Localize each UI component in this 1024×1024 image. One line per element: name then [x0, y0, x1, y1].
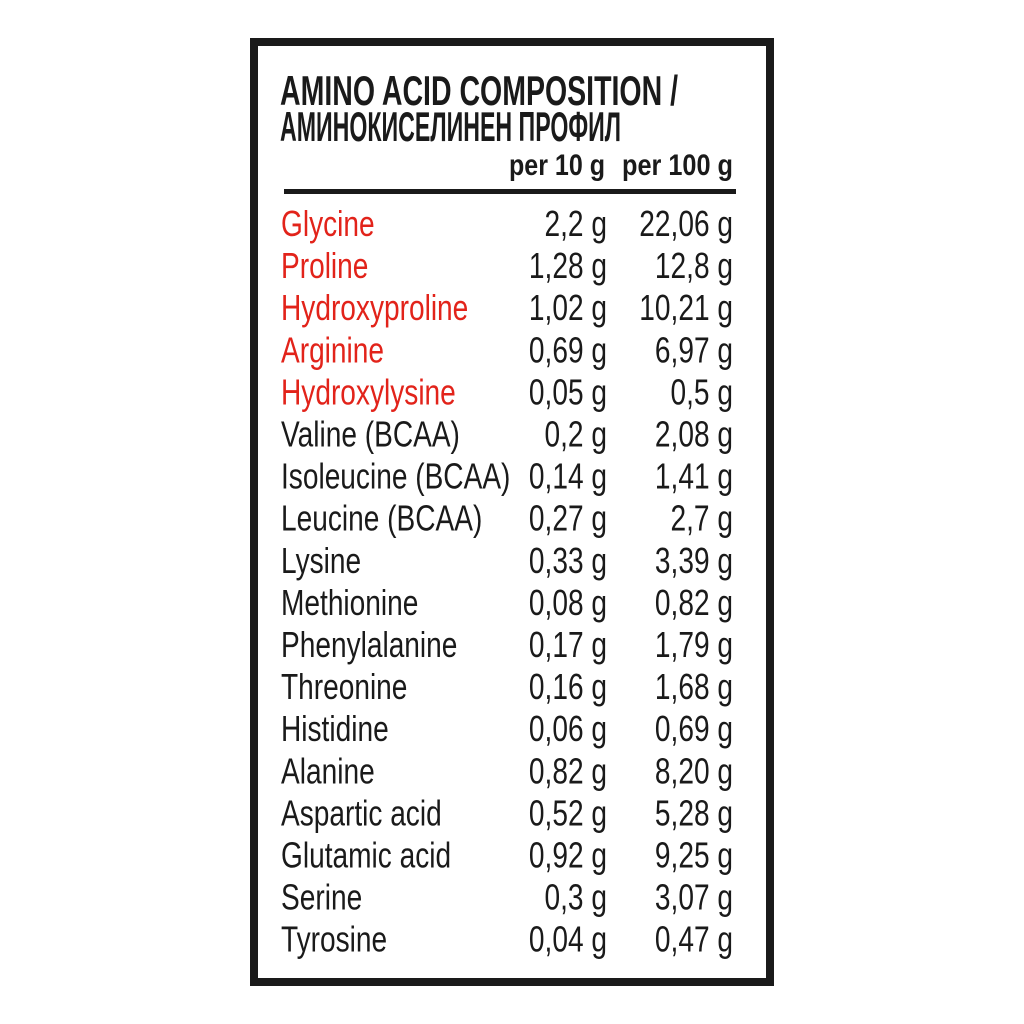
svg-text:Alanine: Alanine — [281, 750, 375, 791]
svg-text:0,92 g: 0,92 g — [529, 835, 607, 876]
svg-text:8,20 g: 8,20 g — [655, 750, 733, 791]
svg-text:1,79 g: 1,79 g — [655, 624, 733, 665]
svg-text:Hydroxylysine: Hydroxylysine — [281, 371, 456, 412]
svg-text:1,41 g: 1,41 g — [655, 456, 733, 497]
svg-text:5,28 g: 5,28 g — [655, 792, 733, 833]
svg-text:2,2 g: 2,2 g — [545, 203, 608, 244]
svg-text:0,52 g: 0,52 g — [529, 792, 607, 833]
svg-text:1,28 g: 1,28 g — [529, 245, 607, 286]
svg-text:0,82 g: 0,82 g — [655, 582, 733, 623]
svg-text:0,5 g: 0,5 g — [671, 371, 734, 412]
svg-text:1,02 g: 1,02 g — [529, 287, 607, 328]
svg-text:Tyrosine: Tyrosine — [281, 919, 387, 960]
svg-text:Methionine: Methionine — [281, 582, 418, 623]
svg-text:Arginine: Arginine — [281, 329, 384, 370]
svg-text:Lysine: Lysine — [281, 540, 361, 581]
svg-text:Phenylalanine: Phenylalanine — [281, 624, 457, 665]
svg-text:0,04 g: 0,04 g — [529, 919, 607, 960]
svg-text:Serine: Serine — [281, 877, 362, 918]
svg-text:6,97 g: 6,97 g — [655, 329, 733, 370]
svg-text:0,69 g: 0,69 g — [529, 329, 607, 370]
svg-text:Histidine: Histidine — [281, 708, 389, 749]
svg-text:0,3 g: 0,3 g — [545, 877, 608, 918]
svg-text:Proline: Proline — [281, 245, 368, 286]
svg-text:Aspartic acid: Aspartic acid — [281, 792, 442, 833]
svg-text:0,14 g: 0,14 g — [529, 456, 607, 497]
svg-text:1,68 g: 1,68 g — [655, 666, 733, 707]
svg-text:0,2 g: 0,2 g — [545, 414, 608, 455]
svg-text:0,05 g: 0,05 g — [529, 371, 607, 412]
svg-text:Threonine: Threonine — [281, 666, 407, 707]
svg-text:0,06 g: 0,06 g — [529, 708, 607, 749]
svg-text:Hydroxyproline: Hydroxyproline — [281, 287, 468, 328]
svg-text:3,39 g: 3,39 g — [655, 540, 733, 581]
svg-text:9,25 g: 9,25 g — [655, 835, 733, 876]
svg-text:Isoleucine (BCAA): Isoleucine (BCAA) — [281, 456, 510, 497]
svg-text:0,69 g: 0,69 g — [655, 708, 733, 749]
svg-text:12,8 g: 12,8 g — [655, 245, 733, 286]
svg-text:0,08 g: 0,08 g — [529, 582, 607, 623]
svg-text:Glutamic acid: Glutamic acid — [281, 835, 451, 876]
svg-text:0,82 g: 0,82 g — [529, 750, 607, 791]
svg-text:per 100 g: per 100 g — [622, 149, 733, 182]
svg-text:0,16 g: 0,16 g — [529, 666, 607, 707]
svg-text:10,21 g: 10,21 g — [639, 287, 733, 328]
svg-text:АМИНОКИСЕЛИНЕН ПРОФИЛ: АМИНОКИСЕЛИНЕН ПРОФИЛ — [280, 103, 621, 150]
svg-text:Valine (BCAA): Valine (BCAA) — [281, 414, 460, 455]
svg-text:0,17 g: 0,17 g — [529, 624, 607, 665]
svg-text:22,06 g: 22,06 g — [639, 203, 733, 244]
svg-text:Glycine: Glycine — [281, 203, 375, 244]
svg-text:2,08 g: 2,08 g — [655, 414, 733, 455]
svg-text:0,47 g: 0,47 g — [655, 919, 733, 960]
svg-text:0,33 g: 0,33 g — [529, 540, 607, 581]
svg-text:per 10 g: per 10 g — [509, 149, 605, 182]
svg-text:2,7 g: 2,7 g — [671, 498, 734, 539]
svg-text:3,07 g: 3,07 g — [655, 877, 733, 918]
svg-text:0,27 g: 0,27 g — [529, 498, 607, 539]
svg-text:Leucine (BCAA): Leucine (BCAA) — [281, 498, 482, 539]
